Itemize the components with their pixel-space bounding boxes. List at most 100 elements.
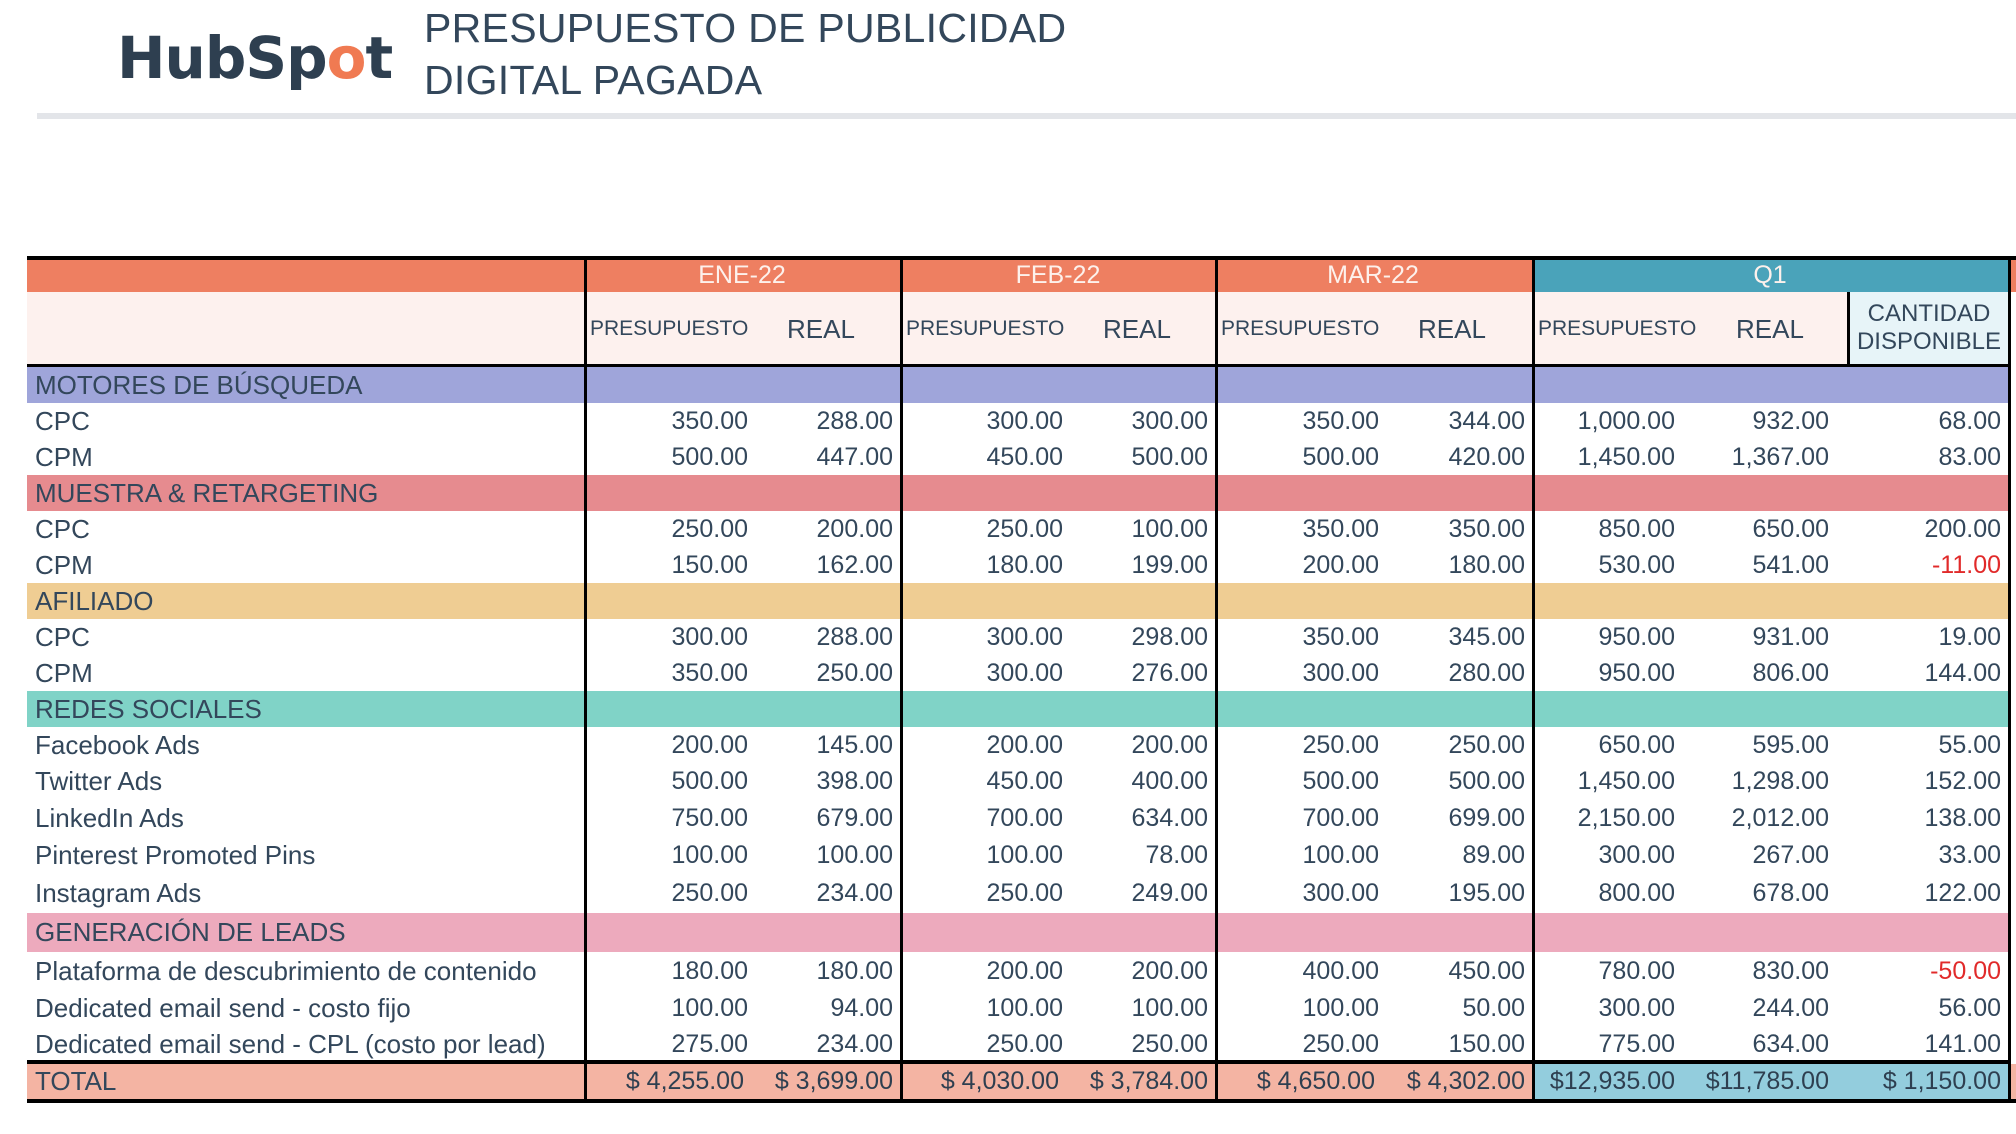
total-label: TOTAL — [35, 1066, 117, 1096]
value-cell: 931.00 — [1752, 623, 1829, 651]
value-cell: 300.00 — [1131, 407, 1208, 435]
value-cell: 83.00 — [1938, 443, 2001, 471]
cantidad-header-bg — [1850, 292, 2008, 366]
row-label: Facebook Ads — [35, 730, 200, 760]
category-band — [27, 583, 2008, 619]
value-cell: 162.00 — [816, 551, 893, 579]
column-border — [584, 256, 587, 1103]
total-value-cell: $ 3,699.00 — [774, 1067, 893, 1095]
value-cell: 350.00 — [671, 659, 748, 687]
column-border — [900, 256, 903, 1103]
value-cell: 500.00 — [671, 443, 748, 471]
row-label: Pinterest Promoted Pins — [35, 840, 316, 870]
value-cell: 595.00 — [1752, 731, 1829, 759]
value-cell: 300.00 — [1598, 841, 1675, 869]
value-cell: 180.00 — [986, 551, 1063, 579]
category-label: MOTORES DE BÚSQUEDA — [35, 370, 363, 400]
value-cell: 250.00 — [986, 1030, 1063, 1058]
value-cell: 122.00 — [1924, 879, 2001, 907]
header-divider — [37, 113, 2016, 119]
row-label: Twitter Ads — [35, 766, 163, 796]
month-header-feb-22: FEB-22 — [1015, 261, 1101, 289]
value-cell: 350.00 — [671, 407, 748, 435]
value-cell: 100.00 — [1302, 841, 1379, 869]
value-cell: 300.00 — [986, 659, 1063, 687]
value-cell: 56.00 — [1938, 994, 2001, 1022]
value-cell: 244.00 — [1752, 994, 1829, 1022]
month-header-band — [27, 259, 1532, 292]
subheader-presupuesto: PRESUPUESTO — [1538, 317, 1697, 340]
subheader-real: REAL — [1418, 314, 1486, 344]
table-top-border — [27, 256, 2016, 260]
value-cell: 300.00 — [1598, 994, 1675, 1022]
value-cell: 200.00 — [986, 957, 1063, 985]
value-cell: 100.00 — [816, 841, 893, 869]
disponible-line: DISPONIBLE — [1856, 328, 2002, 355]
value-cell: 100.00 — [1131, 515, 1208, 543]
value-cell: 33.00 — [1938, 841, 2001, 869]
subheader-presupuesto: PRESUPUESTO — [906, 317, 1065, 340]
title-line-1: PRESUPUESTO DE PUBLICIDAD — [424, 5, 1067, 51]
value-cell: 249.00 — [1131, 879, 1208, 907]
value-cell: 345.00 — [1448, 623, 1525, 651]
value-cell: 950.00 — [1598, 623, 1675, 651]
value-cell: 250.00 — [816, 659, 893, 687]
value-cell: 55.00 — [1938, 731, 2001, 759]
title-line-2: DIGITAL PAGADA — [424, 57, 763, 103]
value-cell: 150.00 — [1448, 1030, 1525, 1058]
value-cell: 50.00 — [1462, 994, 1525, 1022]
total-value-cell: $ 1,150.00 — [1882, 1067, 2001, 1095]
value-cell: 250.00 — [1448, 731, 1525, 759]
value-cell: 200.00 — [986, 731, 1063, 759]
subheader-real: REAL — [787, 314, 855, 344]
value-cell: 780.00 — [1598, 957, 1675, 985]
value-cell: 750.00 — [671, 804, 748, 832]
value-cell: 850.00 — [1598, 515, 1675, 543]
total-value-cell: $12,935.00 — [1549, 1067, 1675, 1095]
category-label: REDES SOCIALES — [35, 694, 262, 724]
value-cell: 1,450.00 — [1577, 767, 1675, 795]
value-cell: 530.00 — [1598, 551, 1675, 579]
value-cell: 141.00 — [1924, 1030, 2001, 1058]
value-cell: 145.00 — [816, 731, 893, 759]
value-cell: 200.00 — [816, 515, 893, 543]
value-cell: 2,150.00 — [1577, 804, 1675, 832]
value-cell: 288.00 — [816, 623, 893, 651]
value-cell: 500.00 — [1302, 443, 1379, 471]
value-cell: 280.00 — [1448, 659, 1525, 687]
value-cell: 89.00 — [1462, 841, 1525, 869]
total-value-cell: $ 3,784.00 — [1089, 1067, 1208, 1095]
month-header-ene-22: ENE-22 — [698, 261, 786, 289]
value-cell: 650.00 — [1598, 731, 1675, 759]
subheader-band — [27, 292, 2008, 366]
value-cell: 100.00 — [1131, 994, 1208, 1022]
page-title: PRESUPUESTO DE PUBLICIDAD DIGITAL PAGADA — [424, 2, 1066, 106]
value-cell: 1,000.00 — [1577, 407, 1675, 435]
value-cell: 180.00 — [1448, 551, 1525, 579]
value-cell: 100.00 — [986, 841, 1063, 869]
value-cell: 200.00 — [1302, 551, 1379, 579]
category-band — [27, 691, 2008, 727]
value-cell: 250.00 — [1302, 731, 1379, 759]
total-top-border — [27, 1060, 2008, 1064]
row-label: LinkedIn Ads — [35, 803, 184, 833]
value-cell: 300.00 — [986, 407, 1063, 435]
subheader-presupuesto: PRESUPUESTO — [1221, 317, 1380, 340]
value-cell: 300.00 — [1302, 659, 1379, 687]
value-cell: 200.00 — [1924, 515, 2001, 543]
column-border — [1215, 256, 1218, 1103]
total-next-band — [2011, 1064, 2016, 1099]
column-border — [2008, 256, 2011, 1103]
category-label: GENERACIÓN DE LEADS — [35, 917, 346, 947]
row-label: CPM — [35, 442, 93, 472]
value-cell: 250.00 — [986, 879, 1063, 907]
row-label: Instagram Ads — [35, 878, 202, 908]
value-cell: 450.00 — [986, 767, 1063, 795]
cantidad-line: CANTIDAD — [1867, 300, 1991, 327]
value-cell: 200.00 — [1131, 731, 1208, 759]
value-cell: 350.00 — [1302, 623, 1379, 651]
value-cell: 500.00 — [1131, 443, 1208, 471]
value-cell: 634.00 — [1131, 804, 1208, 832]
value-cell: 932.00 — [1752, 407, 1829, 435]
value-cell: 300.00 — [1302, 879, 1379, 907]
